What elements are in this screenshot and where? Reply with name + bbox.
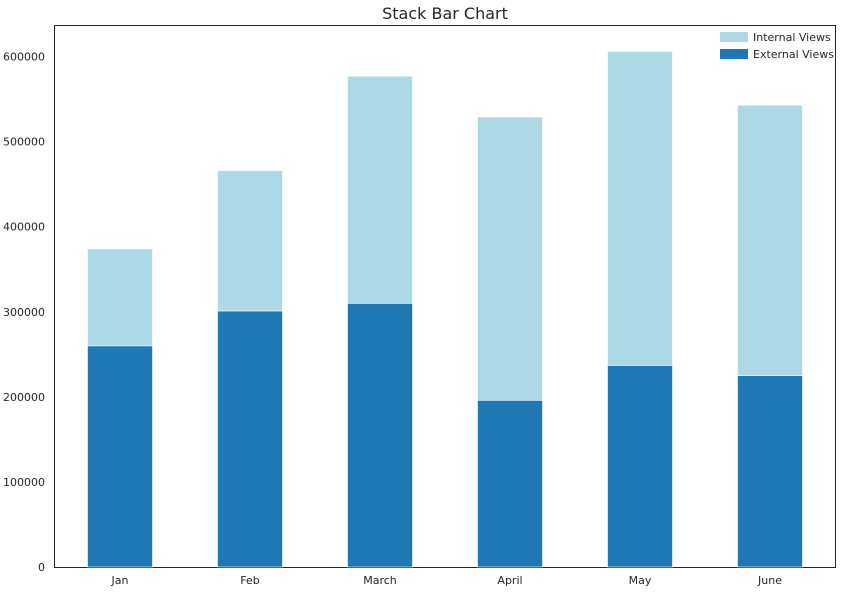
legend-swatch-external xyxy=(720,49,748,59)
y-tick-label: 0 xyxy=(38,561,45,574)
legend-swatch-internal xyxy=(720,32,748,42)
bar-internal-june xyxy=(737,104,803,376)
legend-label-external: External Views xyxy=(753,48,834,61)
x-tick-label: March xyxy=(363,574,397,587)
x-tick-label: Jan xyxy=(111,574,129,587)
y-tick-label: 100000 xyxy=(3,476,45,489)
x-tick-label: Feb xyxy=(240,574,259,587)
y-tick-label: 500000 xyxy=(3,136,45,149)
bar-external-may xyxy=(607,365,673,568)
bar-external-june xyxy=(737,375,803,568)
bar-internal-april xyxy=(477,116,543,401)
bar-internal-march xyxy=(347,75,413,304)
bar-internal-feb xyxy=(217,170,283,312)
x-tick-label: April xyxy=(497,574,522,587)
legend-label-internal: Internal Views xyxy=(753,31,831,44)
bars-group xyxy=(87,51,803,568)
bar-external-april xyxy=(477,399,543,568)
y-tick-label: 200000 xyxy=(3,391,45,404)
chart-title: Stack Bar Chart xyxy=(382,4,508,23)
bar-external-march xyxy=(347,303,413,568)
bar-external-feb xyxy=(217,310,283,568)
y-tick-label: 300000 xyxy=(3,306,45,319)
bar-external-jan xyxy=(87,345,153,568)
x-tick-label: June xyxy=(757,574,782,587)
y-tick-label: 400000 xyxy=(3,221,45,234)
legend: Internal Views External Views xyxy=(720,31,834,61)
y-tick-label: 600000 xyxy=(3,51,45,64)
plot-frame xyxy=(54,25,836,568)
bar-internal-jan xyxy=(87,248,153,347)
y-axis-ticks: 0 100000 200000 300000 400000 500000 600000 xyxy=(3,51,45,574)
x-axis-ticks: Jan Feb March April May June xyxy=(111,574,783,587)
bar-internal-may xyxy=(607,51,673,366)
x-tick-label: May xyxy=(629,574,652,587)
